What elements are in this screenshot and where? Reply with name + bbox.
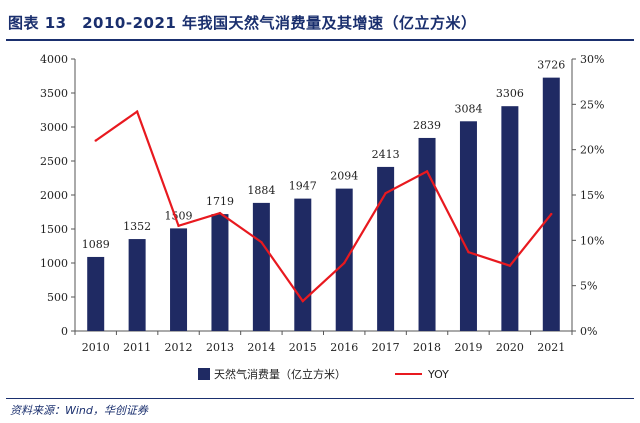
x-axis-tick-label: 2012: [165, 341, 193, 354]
bar-value-label: 3306: [496, 87, 524, 100]
right-axis-tick-label: 10%: [580, 234, 604, 247]
title-underline: [6, 39, 634, 41]
yoy-series: [94, 109, 553, 303]
x-axis-tick-label: 2014: [247, 341, 275, 354]
yoy-point: [467, 250, 470, 254]
yoy-point: [177, 224, 180, 228]
left-axis-tick-label: 1500: [40, 223, 68, 236]
right-axis-tick-label: 5%: [580, 280, 597, 293]
bar: [501, 106, 519, 331]
left-axis-tick-label: 2000: [40, 189, 68, 202]
bar-series: 1089 1352 1509 1719 1884 1947 2094 2413 2839 3084…: [82, 59, 565, 332]
x-axis-tick-label: 2020: [496, 341, 524, 354]
bar: [335, 188, 353, 331]
yoy-point: [343, 261, 346, 265]
bar: [418, 137, 436, 331]
right-axis-tick-label: 20%: [580, 144, 604, 157]
x-axis-tick-label: 2018: [413, 341, 441, 354]
right-axis-tick-label: 25%: [580, 98, 604, 111]
right-axis-tick-label: 0%: [580, 325, 597, 338]
yoy-point: [425, 170, 429, 173]
bar-value-label: 2839: [413, 119, 441, 132]
bar: [459, 121, 477, 332]
yoy-point: [135, 110, 139, 113]
bar: [87, 256, 105, 331]
yoy-point: [301, 299, 304, 303]
left-axis-tick-label: 3000: [40, 121, 68, 134]
x-axis-tick-label: 2010: [82, 341, 110, 354]
bar-value-label: 1352: [123, 220, 151, 233]
left-axis-tick-label: 4000: [40, 53, 68, 66]
yoy-line: [95, 109, 553, 303]
bar: [128, 239, 146, 331]
legend-swatch-consumption: [198, 368, 210, 380]
bar-value-label: 3726: [537, 59, 565, 72]
bar-value-label: 1947: [289, 180, 317, 193]
bar-value-label: 3084: [454, 102, 482, 115]
x-axis-tick-label: 2021: [537, 341, 565, 354]
legend: 天然气消费量（亿立方米） YOY: [198, 367, 449, 381]
figure-title: 图表 13 2010-2021 年我国天然气消费量及其增速（亿立方米）: [8, 14, 477, 32]
bar: [377, 166, 395, 331]
left-axis-tick-label: 500: [47, 291, 68, 304]
x-axis-tick-label: 2015: [289, 341, 317, 354]
yoy-point: [508, 264, 512, 267]
left-axis-tick-label: 1000: [40, 257, 68, 270]
bar-value-label: 1719: [206, 195, 234, 208]
source-divider: [6, 398, 634, 399]
yoy-point: [94, 139, 97, 142]
x-axis-tick-label: 2016: [330, 341, 358, 354]
bar: [211, 214, 229, 331]
bar: [252, 202, 270, 331]
bar: [542, 77, 560, 331]
axes: 0 500 1000 1500 2000 2500 3000 3500 4000 0% 5% 10% 1…: [40, 53, 604, 354]
right-axis-tick-label: 15%: [580, 189, 604, 202]
x-axis-tick-label: 2017: [372, 341, 400, 354]
bar-value-label: 2413: [372, 148, 400, 161]
yoy-point: [260, 240, 263, 244]
yoy-point: [550, 212, 553, 216]
bar: [170, 228, 188, 331]
bar-value-label: 1884: [247, 184, 275, 197]
source-note: 资料来源：Wind，华创证券: [10, 404, 148, 417]
legend-label-consumption: 天然气消费量（亿立方米）: [214, 367, 346, 381]
left-axis-tick-label: 2500: [40, 155, 68, 168]
x-axis-tick-label: 2019: [454, 341, 482, 354]
left-axis-tick-label: 0: [61, 325, 68, 338]
x-axis-tick-label: 2011: [123, 341, 151, 354]
bar: [294, 198, 312, 331]
bar-value-label: 2094: [330, 170, 358, 183]
bar-value-label: 1509: [165, 209, 193, 222]
left-axis-tick-label: 3500: [40, 87, 68, 100]
bar-value-label: 1089: [82, 238, 110, 251]
right-axis-tick-label: 30%: [580, 53, 604, 66]
yoy-point: [218, 211, 222, 215]
legend-label-yoy: YOY: [427, 368, 449, 381]
yoy-point: [384, 191, 387, 195]
x-axis-tick-label: 2013: [206, 341, 234, 354]
